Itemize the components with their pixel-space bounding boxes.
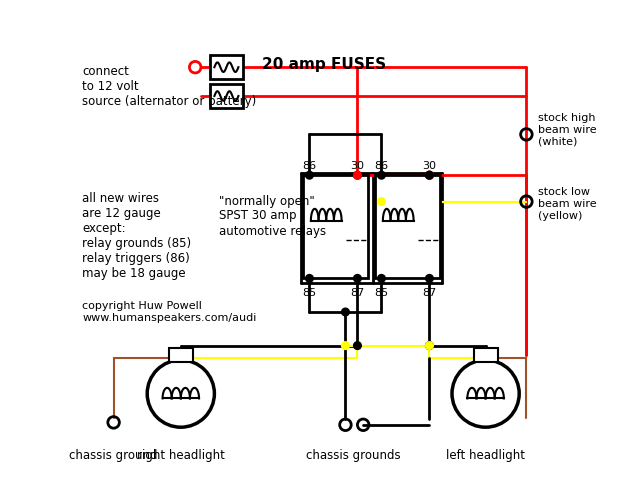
Text: "normally open"
SPST 30 amp
automotive relays: "normally open" SPST 30 amp automotive r… <box>219 194 326 238</box>
Circle shape <box>378 275 385 282</box>
Text: 85: 85 <box>374 288 388 298</box>
Text: right headlight: right headlight <box>137 449 225 462</box>
Circle shape <box>426 275 433 282</box>
Circle shape <box>378 198 385 205</box>
Text: stock low
beam wire
(yellow): stock low beam wire (yellow) <box>538 187 597 221</box>
FancyBboxPatch shape <box>375 175 440 278</box>
Text: copyright Huw Powell
www.humanspeakers.com/audi: copyright Huw Powell www.humanspeakers.c… <box>83 301 257 323</box>
Circle shape <box>306 171 314 179</box>
Text: 30: 30 <box>422 161 436 170</box>
Circle shape <box>426 171 433 179</box>
Text: 86: 86 <box>374 161 388 170</box>
FancyBboxPatch shape <box>210 84 243 108</box>
Text: 20 amp FUSES: 20 amp FUSES <box>262 57 387 72</box>
Circle shape <box>426 171 433 179</box>
Text: 87: 87 <box>350 288 365 298</box>
FancyBboxPatch shape <box>474 348 498 362</box>
Circle shape <box>354 275 361 282</box>
Circle shape <box>354 342 361 349</box>
Circle shape <box>426 171 433 179</box>
Text: 87: 87 <box>422 288 436 298</box>
Circle shape <box>426 342 433 349</box>
Text: all new wires
are 12 gauge
except:
relay grounds (85)
relay triggers (86)
may be: all new wires are 12 gauge except: relay… <box>83 192 191 280</box>
Circle shape <box>354 171 361 179</box>
Circle shape <box>342 342 349 349</box>
Text: connect
to 12 volt
source (alternator or battery): connect to 12 volt source (alternator or… <box>83 65 257 108</box>
Text: chassis grounds: chassis grounds <box>307 449 401 462</box>
Circle shape <box>378 171 385 179</box>
Text: chassis ground: chassis ground <box>69 449 158 462</box>
FancyBboxPatch shape <box>169 348 193 362</box>
Text: 85: 85 <box>302 288 317 298</box>
Text: 86: 86 <box>302 161 317 170</box>
FancyBboxPatch shape <box>303 175 368 278</box>
FancyBboxPatch shape <box>210 55 243 79</box>
Text: left headlight: left headlight <box>446 449 525 462</box>
Circle shape <box>342 308 349 316</box>
Circle shape <box>426 342 433 349</box>
Text: 30: 30 <box>351 161 364 170</box>
Text: stock high
beam wire
(white): stock high beam wire (white) <box>538 113 597 146</box>
Circle shape <box>354 171 361 179</box>
Circle shape <box>306 275 314 282</box>
